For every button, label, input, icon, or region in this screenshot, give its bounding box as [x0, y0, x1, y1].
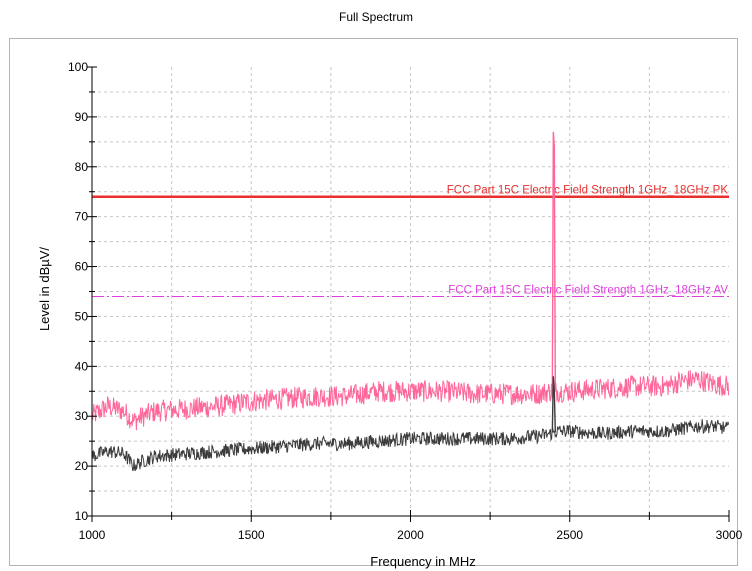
series-traces: [91, 131, 730, 472]
limit-line-label: FCC Part 15C Electric Field Strength 1GH…: [447, 185, 729, 197]
chart-title: Full Spectrum: [338, 10, 414, 24]
x-tick-label: 3000: [716, 528, 743, 542]
series-spike: [551, 376, 557, 433]
y-tick-label: 80: [75, 160, 89, 174]
series-trace: [91, 370, 730, 431]
axes: 1000 1500 2000 2500 3000 10 20 30 40 50 60 70 80 90 10…: [68, 60, 743, 542]
y-tick-label: 70: [75, 210, 89, 224]
x-tick-label: 1500: [238, 528, 265, 542]
y-tick-label: 50: [75, 309, 89, 323]
y-axis-label: Level in dBµV/: [37, 247, 52, 331]
x-tick-label: 2000: [397, 528, 424, 542]
y-tick-label: 30: [75, 409, 89, 423]
x-axis-label: Frequency in MHz: [370, 554, 475, 569]
x-tick-label: 1000: [79, 528, 106, 542]
y-tick-label: 90: [75, 110, 89, 124]
limit-line-label: FCC Part 15C Electric Field Strength 1GH…: [448, 284, 728, 296]
series-spike: [551, 131, 557, 392]
y-tick-label: 60: [75, 260, 89, 274]
series-trace: [91, 419, 730, 472]
y-tick-label: 100: [68, 60, 88, 74]
limit-lines: FCC Part 15C Electric Field Strength 1GH…: [92, 185, 729, 297]
y-tick-label: 10: [75, 509, 89, 523]
y-tick-label: 40: [75, 359, 89, 373]
chart-frame: [9, 38, 738, 566]
x-tick-label: 2500: [556, 528, 583, 542]
y-tick-label: 20: [75, 459, 89, 473]
